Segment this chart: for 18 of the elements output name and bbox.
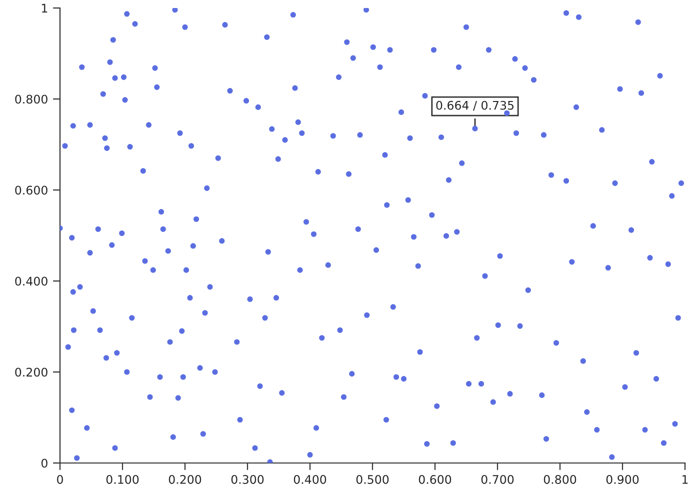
- y-tick-label: 0.800: [15, 94, 48, 104]
- y-tick-label: 0.600: [15, 186, 48, 195]
- x-tick-label: 0.800: [544, 475, 576, 484]
- x-tick-label: 0.400: [294, 475, 326, 484]
- y-tick-label: 1: [42, 4, 48, 12]
- x-tick-label: 0.300: [231, 475, 264, 484]
- y-tick-label: 0.200: [15, 368, 48, 377]
- x-tick-label: 1: [682, 475, 688, 484]
- annotation: 0.664 / 0.735: [436, 100, 514, 111]
- x-tick-label: 0.900: [606, 475, 639, 484]
- y-tick-label: 0.400: [15, 276, 48, 286]
- x-tick-label: 0: [57, 475, 63, 484]
- x-tick-label: 0.600: [418, 475, 452, 484]
- x-tick-label: 0.100: [106, 475, 139, 484]
- x-tick-label: 0.500: [356, 475, 389, 484]
- x-tick-label: 0.700: [481, 475, 514, 484]
- y-tick-label: 0: [41, 458, 48, 468]
- x-tick-label: 0.200: [168, 475, 202, 484]
